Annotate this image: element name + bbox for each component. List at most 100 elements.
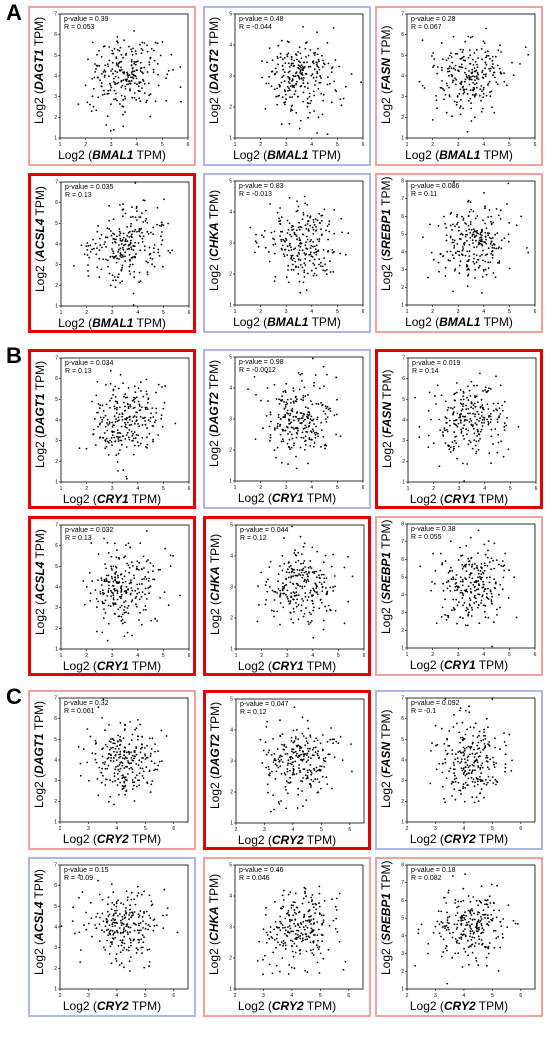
data-point	[444, 429, 446, 432]
data-point	[112, 598, 115, 601]
data-point	[126, 83, 128, 86]
data-point	[499, 44, 501, 47]
data-point	[124, 728, 126, 730]
data-point	[465, 408, 468, 410]
data-point	[297, 930, 300, 932]
data-point	[318, 928, 320, 931]
y-tick-label: 2	[401, 799, 404, 805]
data-point	[281, 589, 284, 592]
data-point	[492, 272, 495, 274]
data-point	[141, 893, 143, 896]
y-axis-gene: CHKA	[208, 566, 222, 601]
data-point	[335, 917, 338, 920]
data-point	[420, 923, 423, 926]
x-tick-label: 5	[162, 310, 165, 316]
data-point	[527, 53, 530, 56]
x-axis-gene: CRY1	[96, 659, 129, 673]
data-point	[495, 208, 498, 210]
data-point	[432, 442, 435, 445]
data-point	[136, 929, 139, 932]
data-point	[327, 238, 329, 241]
data-point	[289, 85, 292, 88]
data-point	[276, 592, 278, 594]
data-point	[492, 71, 495, 74]
scatter-panel: 2 3 4 5 6 1 2 3 4 5 6 7 p-value = 0.15 R = -0.09 Log2 …	[28, 857, 196, 1017]
data-point	[319, 952, 322, 955]
data-point	[101, 767, 103, 770]
data-point	[482, 40, 485, 43]
data-point	[147, 261, 149, 264]
data-point	[326, 783, 329, 785]
data-point	[137, 444, 140, 447]
data-point	[109, 284, 112, 287]
data-point	[142, 555, 145, 558]
data-point	[285, 780, 288, 783]
data-point	[126, 403, 129, 405]
data-point	[480, 602, 482, 604]
data-point	[122, 105, 125, 108]
data-point	[104, 767, 107, 770]
data-point	[475, 246, 478, 248]
data-point	[318, 905, 321, 908]
x-tick-label: 3	[111, 310, 114, 316]
data-point	[289, 110, 292, 112]
data-point	[458, 264, 461, 267]
data-point	[485, 717, 488, 720]
data-point	[109, 399, 111, 402]
data-point	[146, 408, 149, 410]
data-point	[125, 417, 128, 419]
data-point	[283, 743, 286, 746]
data-point	[133, 577, 136, 580]
data-point	[106, 639, 109, 642]
data-point	[457, 229, 460, 232]
data-point	[308, 936, 311, 939]
data-point	[80, 949, 82, 951]
y-axis-gene: DAGT2	[207, 49, 221, 90]
data-point	[103, 946, 105, 949]
data-point	[100, 268, 103, 271]
data-point	[110, 397, 113, 400]
data-point	[118, 615, 121, 618]
data-point	[462, 773, 465, 775]
data-point	[462, 398, 465, 401]
data-point	[514, 922, 517, 925]
data-point	[116, 435, 118, 438]
data-point	[314, 84, 316, 86]
data-point	[309, 102, 312, 105]
data-point	[476, 913, 479, 916]
data-point	[107, 92, 110, 95]
data-point	[350, 743, 352, 745]
y-tick-label: 3	[401, 94, 404, 100]
data-point	[281, 957, 284, 959]
data-point	[497, 433, 500, 436]
data-point	[139, 767, 142, 770]
data-point	[473, 439, 476, 441]
data-point	[322, 249, 325, 251]
data-point	[157, 569, 160, 571]
data-point	[305, 426, 308, 429]
data-point	[131, 914, 133, 917]
data-point	[302, 420, 305, 422]
data-point	[494, 428, 497, 430]
data-point	[456, 722, 458, 725]
data-point	[305, 737, 308, 740]
data-point	[443, 215, 445, 218]
data-point	[436, 743, 439, 746]
data-point	[124, 111, 126, 113]
x-axis-gene: CRY2	[271, 999, 304, 1013]
x-tick-label: 4	[482, 142, 485, 148]
data-point	[444, 93, 447, 96]
data-point	[473, 246, 476, 249]
data-point	[476, 258, 479, 261]
data-point	[115, 556, 118, 559]
data-point	[320, 92, 323, 95]
data-point	[274, 428, 276, 431]
x-tick-label: 2	[85, 486, 88, 492]
data-point	[315, 274, 318, 277]
data-point	[471, 742, 474, 745]
data-point	[287, 52, 290, 55]
data-point	[486, 253, 489, 256]
scatter-panel: 1 2 3 4 5 6 1 2 3 4 5 6 7 p-value = 0.28 R = 0.067 Log2…	[375, 6, 543, 166]
data-point	[459, 419, 462, 422]
data-point	[451, 115, 453, 118]
